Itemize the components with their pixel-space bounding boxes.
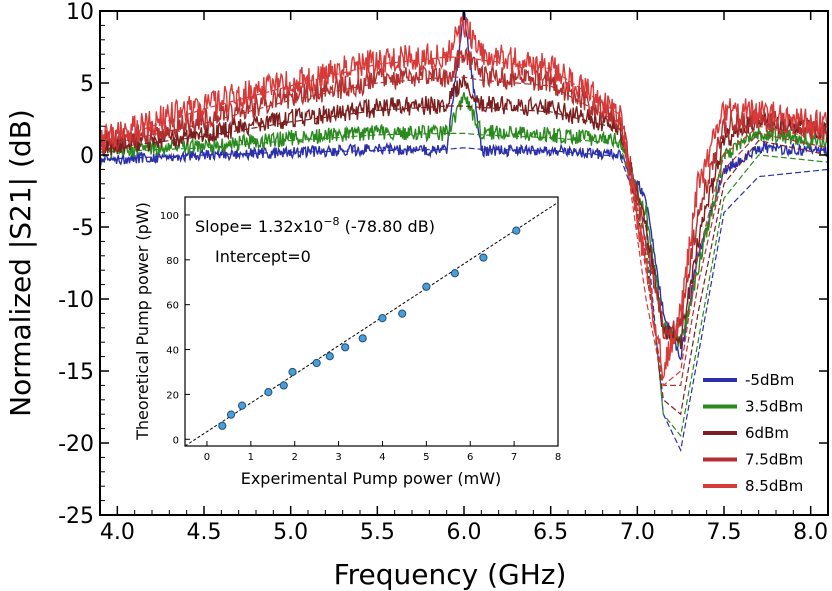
y-tick-label: -15 <box>58 360 94 385</box>
x-tick-label: 8.0 <box>793 520 828 545</box>
inset-x-tick-label: 3 <box>335 452 341 463</box>
legend: -5dBm 3.5dBm 6dBm 7.5dBm 8.5dBm <box>703 371 803 495</box>
inset-x-tick-label: 2 <box>292 452 298 463</box>
fit-line <box>184 201 559 447</box>
y-tick-label: -10 <box>58 288 94 313</box>
data-point <box>226 410 236 419</box>
inset-data-points <box>218 226 521 430</box>
main-y-axis-label: Normalized |S21| (dB) <box>4 109 37 417</box>
slope-db: (-78.80 dB) <box>340 217 435 236</box>
inset-x-ticks: 0 1 2 3 4 5 6 7 8 <box>204 441 561 463</box>
inset-intercept-annotation: Intercept=0 <box>215 247 311 266</box>
inset-y-tick-label: 40 <box>166 346 179 357</box>
series-line-6dBm <box>100 74 828 350</box>
data-point <box>479 253 488 262</box>
inset-x-tick-label: 7 <box>511 452 517 463</box>
legend-label: 8.5dBm <box>745 477 803 495</box>
data-point <box>422 282 431 291</box>
inset-x-tick-label: 1 <box>248 452 254 463</box>
y-tick-label: 10 <box>66 0 94 25</box>
legend-label: 3.5dBm <box>745 398 803 416</box>
y-tick-label: 5 <box>80 72 94 97</box>
data-point <box>218 421 227 430</box>
data-point <box>450 269 459 278</box>
inset-y-axis-label: Theoretical Pump power (pW) <box>133 202 152 441</box>
data-point <box>512 226 521 235</box>
main-x-ticks: 4.0 4.5 5.0 5.5 6.0 6.5 7.0 7.5 8.0 <box>100 11 829 545</box>
inset-plot-frame <box>184 196 559 447</box>
data-point <box>378 314 387 323</box>
inset-slope-annotation: Slope= 1.32x10−8 (-78.80 dB) <box>195 215 435 236</box>
main-plot-series <box>100 11 828 453</box>
y-tick-label: -25 <box>58 504 94 529</box>
inset-x-tick-label: 0 <box>204 452 210 463</box>
legend-label: -5dBm <box>745 371 794 389</box>
inset-y-tick-label: 60 <box>166 301 179 312</box>
inset-chart: 0 1 2 3 4 5 6 7 8 0 20 40 60 80 100 Experimental Pump… <box>118 182 573 498</box>
main-x-axis-label: Frequency (GHz) <box>334 558 567 591</box>
data-point <box>264 388 273 397</box>
x-tick-label: 6.0 <box>447 520 482 545</box>
data-point <box>237 401 247 410</box>
y-tick-label: 0 <box>80 144 94 169</box>
legend-label: 7.5dBm <box>745 451 803 469</box>
series-dashed-7.5dBm <box>100 76 828 386</box>
x-tick-label: 7.0 <box>620 520 655 545</box>
x-tick-label: 4.0 <box>100 520 135 545</box>
inset-x-tick-label: 6 <box>467 452 473 463</box>
inset-fit-line <box>184 201 559 447</box>
data-point <box>312 358 321 368</box>
inset-background <box>118 182 573 498</box>
inset-y-tick-label: 0 <box>173 435 179 446</box>
y-tick-label: -20 <box>58 432 94 457</box>
data-point <box>398 309 407 318</box>
data-point <box>288 367 297 377</box>
series-line-8.5dBm <box>100 15 828 380</box>
data-point <box>358 334 367 343</box>
slope-exponent: −8 <box>323 215 339 228</box>
x-tick-label: 5.0 <box>273 520 308 545</box>
inset-x-tick-label: 5 <box>423 452 429 463</box>
x-tick-label: 5.5 <box>360 520 395 545</box>
inset-x-tick-label: 4 <box>379 452 385 463</box>
inset-x-axis-label: Experimental Pump power (mW) <box>241 469 502 488</box>
series-line-3.5dBm <box>100 92 828 348</box>
y-tick-label: -5 <box>72 216 94 241</box>
inset-y-ticks: 0 20 40 60 80 100 <box>160 211 190 446</box>
x-tick-label: 4.5 <box>187 520 222 545</box>
data-point <box>341 343 350 352</box>
inset-y-tick-label: 100 <box>160 211 179 222</box>
inset-y-tick-label: 80 <box>166 256 179 267</box>
data-point <box>279 381 288 390</box>
legend-label: 6dBm <box>745 424 789 442</box>
inset-x-tick-label: 8 <box>555 452 561 463</box>
slope-text: Slope= 1.32x10 <box>195 217 323 236</box>
inset-y-tick-label: 20 <box>166 390 179 401</box>
x-tick-label: 7.5 <box>707 520 742 545</box>
x-tick-label: 6.5 <box>533 520 568 545</box>
data-point <box>325 352 334 361</box>
